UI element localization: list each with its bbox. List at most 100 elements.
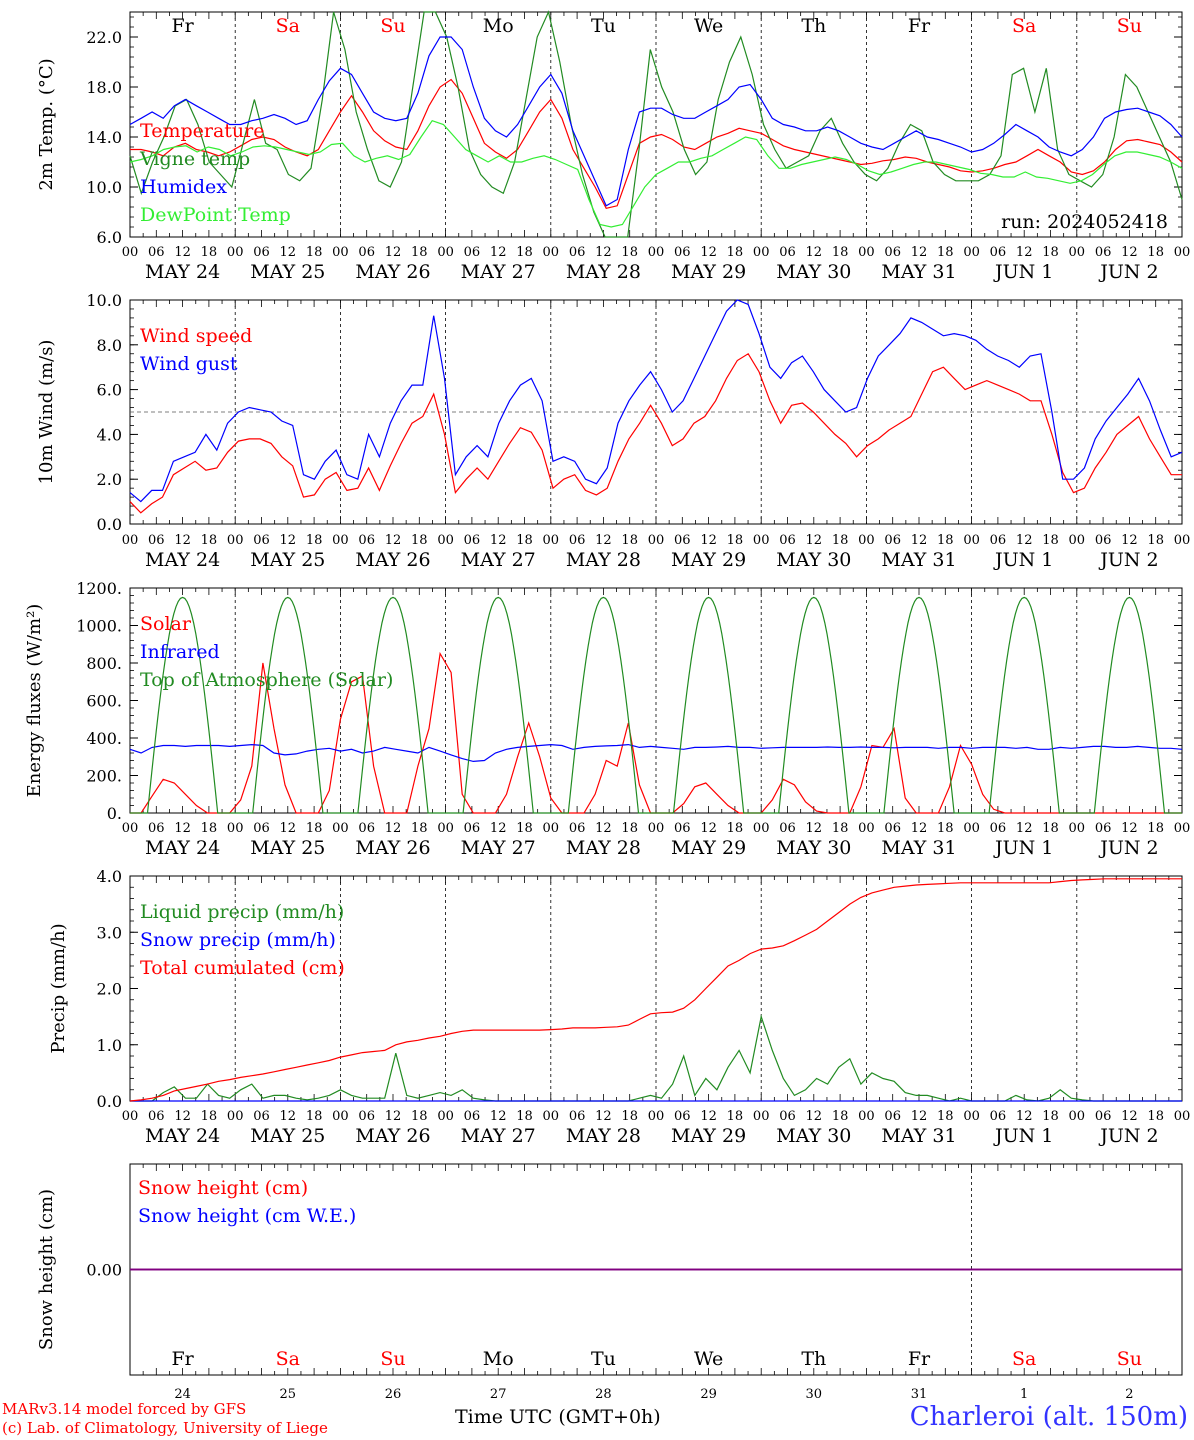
legend-entry: Top of Atmosphere (Solar) (140, 669, 393, 691)
legend-entry: Wind gust (140, 353, 238, 375)
hour-label: 12 (280, 533, 297, 548)
hour-label: 00 (227, 533, 244, 548)
hour-label: 00 (963, 245, 980, 260)
date-label: MAY 25 (250, 837, 325, 859)
hour-label: 18 (516, 533, 533, 548)
hour-label: 18 (306, 533, 323, 548)
hour-label: 18 (1042, 533, 1059, 548)
hour-label: 12 (911, 1109, 928, 1124)
date-label: MAY 31 (881, 549, 956, 571)
date-label: MAY 31 (881, 1125, 956, 1147)
lab-credit: (c) Lab. of Climatology, University of L… (2, 1419, 328, 1437)
hour-label: 18 (411, 1109, 428, 1124)
legend-entry: Liquid precip (mm/h) (140, 901, 344, 923)
day-number-label: 31 (911, 1387, 928, 1402)
hour-label: 06 (148, 245, 165, 260)
legend-entry: DewPoint Temp (140, 204, 291, 226)
date-label: MAY 24 (145, 1125, 220, 1147)
model-credit: MARv3.14 model forced by GFS (2, 1400, 247, 1418)
hour-label: 06 (674, 1109, 691, 1124)
hour-label: 00 (543, 1109, 560, 1124)
hour-label: 06 (884, 533, 901, 548)
y-tick-label: 2.0 (97, 980, 122, 999)
hour-label: 00 (332, 1109, 349, 1124)
hour-label: 06 (1095, 245, 1112, 260)
hour-label: 18 (621, 1109, 638, 1124)
series-line-wind-gust (129, 299, 1183, 503)
legend-entry: Snow height (cm) (138, 1177, 308, 1199)
hour-label: 00 (858, 533, 875, 548)
weekday-label: We (694, 15, 723, 37)
hour-label: 00 (1174, 1109, 1191, 1124)
hour-label: 18 (832, 821, 849, 836)
date-label: MAY 29 (671, 549, 746, 571)
y-tick-label: 18.0 (86, 78, 122, 97)
date-label: MAY 30 (776, 549, 851, 571)
hour-label: 06 (464, 245, 481, 260)
hour-label: 00 (1069, 1109, 1086, 1124)
legend-entry: Total cumulated (cm) (140, 957, 345, 979)
hour-label: 18 (516, 1109, 533, 1124)
y-tick-label: 0.00 (86, 1261, 122, 1280)
run-label: run: 2024052418 (1001, 211, 1168, 233)
weekday-label: Fr (171, 15, 194, 37)
hour-label: 06 (990, 533, 1007, 548)
hour-label: 06 (253, 821, 270, 836)
panel-energy: 0. 200. 400. 600. 800. 1000. 1200. Energy fluxe… (24, 579, 1190, 859)
hour-label: 06 (148, 1109, 165, 1124)
y-tick-label: 600. (86, 692, 122, 711)
hour-label: 18 (1147, 1109, 1164, 1124)
hour-label: 12 (385, 1109, 402, 1124)
legend-entry: Humidex (140, 176, 227, 198)
date-label: MAY 25 (250, 549, 325, 571)
hour-label: 18 (621, 533, 638, 548)
hour-label: 18 (727, 1109, 744, 1124)
y-tick-label: 22.0 (86, 28, 122, 47)
hour-label: 00 (753, 533, 770, 548)
series-line-humidex (129, 36, 1183, 207)
hour-label: 06 (884, 1109, 901, 1124)
hour-label: 12 (174, 821, 191, 836)
weekday-label: Fr (171, 1348, 194, 1370)
hour-label: 12 (595, 245, 612, 260)
hour-label: 12 (280, 245, 297, 260)
y-tick-label: 3.0 (97, 923, 122, 942)
hour-label: 00 (122, 533, 139, 548)
day-number-label: 2 (1125, 1387, 1133, 1402)
day-number-label: 28 (595, 1387, 612, 1402)
weekday-label: We (694, 1348, 723, 1370)
date-label: MAY 24 (145, 837, 220, 859)
hour-label: 12 (1121, 821, 1138, 836)
day-number-label: 27 (490, 1387, 507, 1402)
weekday-label: Th (801, 15, 826, 37)
series-line-vigne-temp (129, 10, 1183, 238)
hour-label: 12 (1121, 1109, 1138, 1124)
series-line-top-of-atmosphere-solar- (130, 596, 1182, 814)
hour-label: 18 (1042, 245, 1059, 260)
hour-label: 18 (201, 821, 218, 836)
hour-label: 06 (1095, 533, 1112, 548)
hour-label: 00 (1174, 245, 1191, 260)
y-axis-title: Precip (mm/h) (48, 923, 69, 1053)
hour-label: 18 (201, 533, 218, 548)
hour-label: 06 (569, 533, 586, 548)
weekday-label: Mo (483, 1348, 514, 1370)
weekday-label: Th (801, 1348, 826, 1370)
hour-label: 06 (358, 821, 375, 836)
hour-label: 18 (411, 821, 428, 836)
legend-entry: Vigne temp (139, 148, 250, 170)
hour-label: 18 (1147, 821, 1164, 836)
legend-entry: Wind speed (140, 325, 252, 347)
date-label: MAY 30 (776, 837, 851, 859)
hour-label: 00 (1069, 821, 1086, 836)
hour-label: 00 (1069, 245, 1086, 260)
hour-label: 06 (1095, 1109, 1112, 1124)
hour-label: 06 (1095, 821, 1112, 836)
hour-label: 06 (990, 821, 1007, 836)
date-label: MAY 31 (881, 261, 956, 283)
hour-label: 06 (779, 821, 796, 836)
hour-label: 00 (753, 245, 770, 260)
hour-label: 00 (227, 821, 244, 836)
date-label: MAY 29 (671, 1125, 746, 1147)
